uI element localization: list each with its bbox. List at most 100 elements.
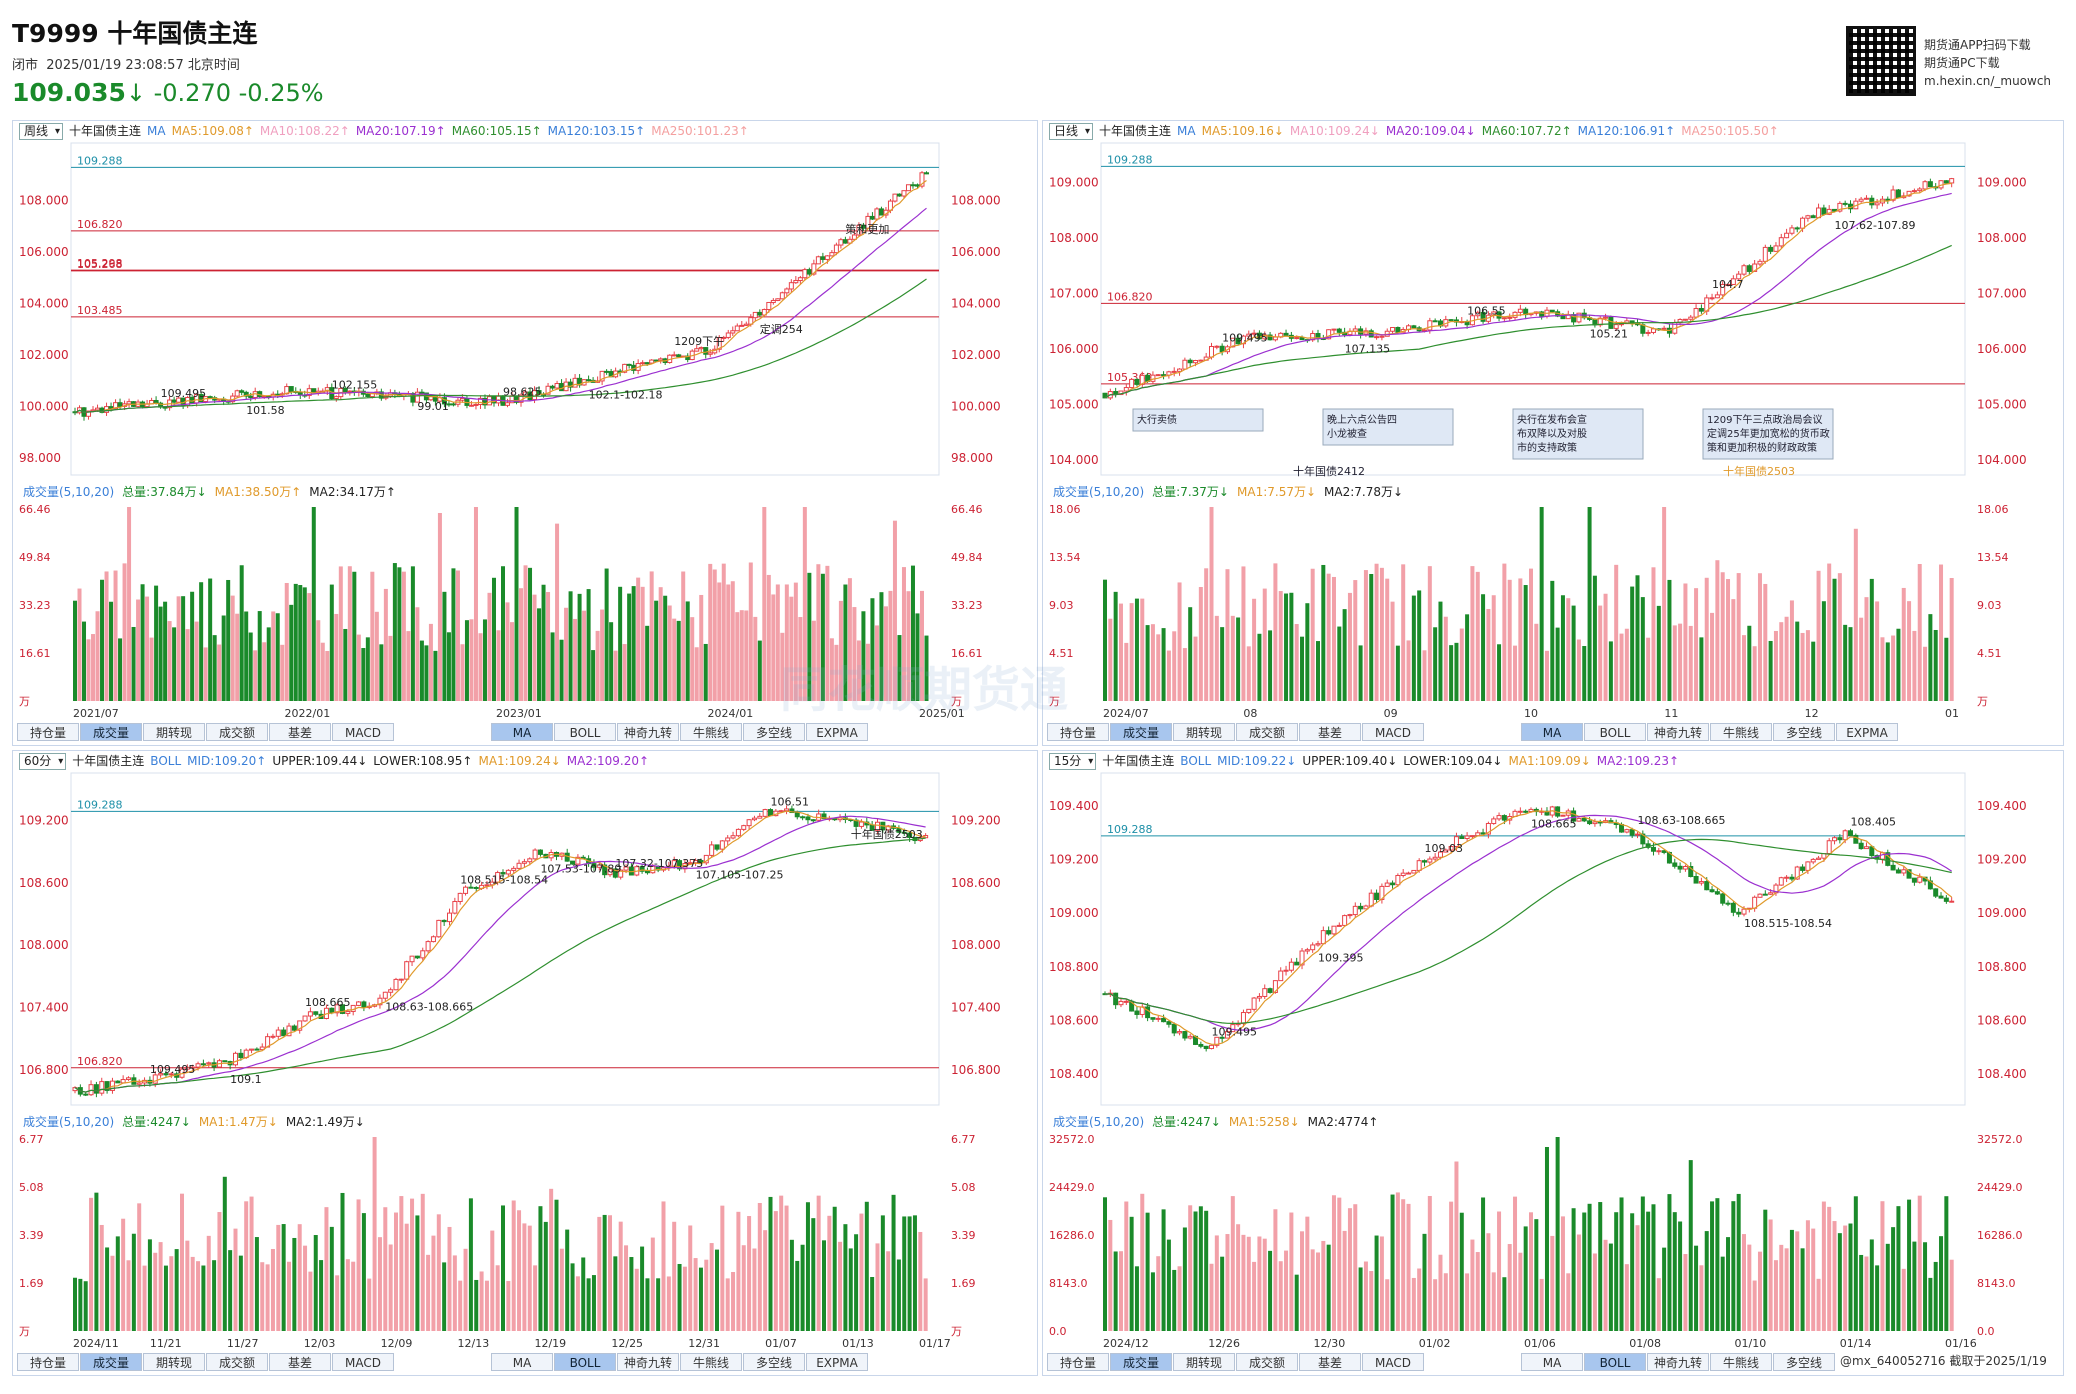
volume-bar[interactable] [1241, 1234, 1246, 1331]
candle[interactable] [198, 393, 204, 402]
volume-bar[interactable] [537, 608, 542, 701]
candle[interactable] [833, 244, 839, 254]
candle[interactable] [1464, 835, 1470, 840]
candle[interactable] [1336, 328, 1342, 333]
volume-bar[interactable] [1449, 645, 1454, 701]
candle[interactable] [1810, 215, 1816, 219]
candle[interactable] [766, 301, 772, 311]
volume-bar[interactable] [239, 565, 244, 701]
volume-bar[interactable] [1129, 1216, 1134, 1331]
candle[interactable] [741, 825, 747, 830]
volume-bar[interactable] [676, 620, 681, 701]
candle[interactable] [1805, 215, 1811, 219]
volume-bar[interactable] [1630, 586, 1635, 701]
volume-bar[interactable] [145, 596, 150, 701]
candle[interactable] [1485, 823, 1491, 835]
candle[interactable] [516, 862, 522, 869]
candle[interactable] [919, 172, 925, 187]
volume-bar[interactable] [1427, 566, 1432, 701]
candle[interactable] [1422, 329, 1427, 332]
candle[interactable] [1272, 336, 1278, 341]
volume-bar[interactable] [1220, 627, 1225, 701]
candle[interactable] [99, 1081, 105, 1094]
tab-overlay-3[interactable]: 牛熊线 [1710, 723, 1772, 741]
volume-bar[interactable] [127, 507, 132, 701]
candle[interactable] [1720, 893, 1726, 904]
volume-bar[interactable] [394, 1212, 398, 1331]
candle[interactable] [259, 1046, 265, 1051]
volume-bar[interactable] [1816, 1278, 1821, 1331]
tab-5[interactable]: MACD [332, 723, 394, 741]
volume-bar[interactable] [136, 599, 141, 701]
candle[interactable] [1517, 810, 1523, 813]
volume-bar[interactable] [1853, 1196, 1858, 1331]
candle[interactable] [1714, 294, 1720, 299]
volume-bar[interactable] [613, 650, 618, 701]
volume-bar[interactable] [1667, 579, 1672, 701]
volume-bar[interactable] [458, 1280, 463, 1331]
candle[interactable] [602, 864, 608, 876]
volume-bar[interactable] [1374, 1235, 1379, 1331]
volume-bar[interactable] [185, 1240, 190, 1331]
volume-bar[interactable] [1103, 579, 1107, 701]
candle[interactable] [1917, 876, 1923, 883]
volume-bar[interactable] [730, 581, 735, 701]
candle[interactable] [1187, 359, 1193, 364]
candle[interactable] [829, 252, 835, 257]
chart-panel-weekly[interactable]: 周线十年国债主连 MA MA5:109.08↑ MA10:108.22↑ MA20:10… [12, 120, 1038, 746]
candle[interactable] [505, 869, 511, 875]
candle[interactable] [1927, 181, 1933, 188]
volume-bar[interactable] [784, 1205, 789, 1331]
volume-bar[interactable] [1113, 1251, 1118, 1331]
candle[interactable] [1746, 265, 1752, 272]
volume-bar[interactable] [1747, 625, 1752, 701]
volume-bar[interactable] [1316, 641, 1320, 701]
volume-bar[interactable] [1587, 1203, 1592, 1331]
volume-bar[interactable] [555, 523, 560, 701]
candle[interactable] [450, 403, 456, 406]
volume-bar[interactable] [1560, 1216, 1565, 1331]
volume-bar[interactable] [426, 1254, 431, 1331]
volume-bar[interactable] [554, 1199, 559, 1331]
candle[interactable] [1507, 316, 1513, 319]
candle[interactable] [115, 1080, 121, 1084]
volume-bar[interactable] [618, 1221, 623, 1331]
candle[interactable] [1406, 872, 1412, 875]
volume-bar[interactable] [1789, 1229, 1794, 1331]
volume-bar[interactable] [1108, 1219, 1113, 1331]
volume-bar[interactable] [379, 644, 384, 701]
volume-bar[interactable] [1576, 1234, 1581, 1331]
volume-bar[interactable] [1731, 599, 1736, 701]
candle[interactable] [275, 1029, 281, 1037]
candle[interactable] [1895, 189, 1901, 199]
volume-bar[interactable] [320, 642, 325, 701]
volume-bar[interactable] [1779, 1244, 1784, 1331]
volume-bar[interactable] [1923, 1242, 1928, 1331]
volume-bar[interactable] [1699, 637, 1704, 701]
volume-bar[interactable] [843, 584, 848, 701]
volume-bar[interactable] [1204, 568, 1209, 701]
volume-bar[interactable] [1347, 1208, 1352, 1331]
candle[interactable] [523, 391, 529, 396]
tab-overlay-1[interactable]: BOLL [1584, 1353, 1646, 1371]
candle[interactable] [820, 256, 826, 260]
volume-bar[interactable] [1630, 1213, 1635, 1331]
volume-bar[interactable] [1347, 592, 1352, 701]
candle[interactable] [1315, 943, 1321, 946]
candle[interactable] [1182, 1031, 1188, 1039]
volume-bar[interactable] [410, 1198, 415, 1331]
candle[interactable] [770, 299, 776, 303]
volume-bar[interactable] [832, 1206, 837, 1331]
volume-bar[interactable] [1880, 637, 1885, 701]
candle[interactable] [1352, 905, 1358, 916]
candle[interactable] [234, 390, 240, 397]
candle[interactable] [1768, 892, 1774, 895]
volume-bar[interactable] [1843, 624, 1848, 701]
volume-bar[interactable] [591, 650, 596, 701]
candle[interactable] [505, 402, 511, 406]
tab-overlay-1[interactable]: BOLL [554, 723, 616, 741]
candle[interactable] [1805, 861, 1811, 871]
volume-bar[interactable] [221, 615, 226, 701]
candle[interactable] [851, 234, 857, 240]
candle[interactable] [195, 1063, 201, 1068]
